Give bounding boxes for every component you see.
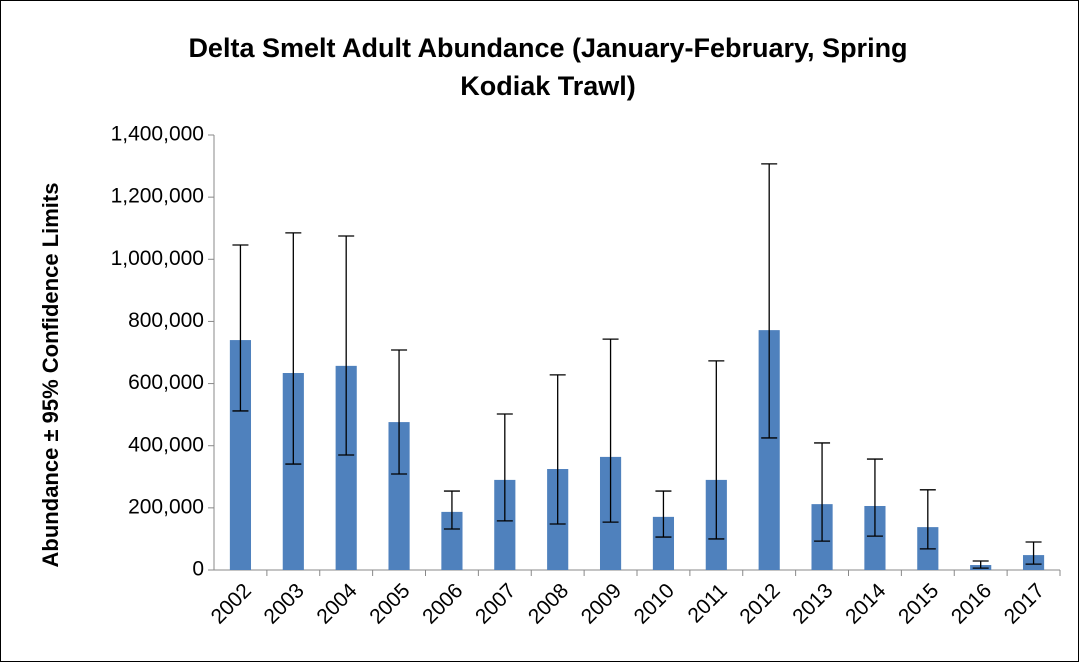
error-bar — [708, 360, 725, 540]
x-tick-label: 2005 — [365, 579, 414, 628]
x-tick-label: 2009 — [577, 579, 626, 628]
x-tick-label: 2015 — [894, 579, 943, 628]
error-bar — [338, 235, 355, 456]
y-tick-label: 0 — [192, 558, 204, 581]
y-tick-label: 400,000 — [128, 433, 204, 456]
error-bar — [1025, 541, 1042, 565]
error-bar — [443, 490, 460, 530]
bar — [335, 365, 357, 570]
x-tick-label: 2011 — [684, 579, 732, 627]
error-bar — [761, 163, 778, 439]
bar — [282, 373, 304, 570]
y-tick-label: 200,000 — [128, 495, 204, 518]
bar — [494, 479, 516, 570]
y-tick-label: 1,200,000 — [111, 185, 204, 208]
error-bar — [285, 232, 302, 465]
bar — [864, 505, 886, 570]
y-tick-label: 800,000 — [128, 309, 204, 332]
x-tick-label: 2002 — [207, 579, 256, 628]
bar — [652, 516, 675, 570]
y-tick-label: 1,000,000 — [111, 247, 204, 270]
x-tick-label: 2016 — [947, 579, 996, 628]
error-bar — [972, 560, 989, 569]
x-tick-label: 2003 — [259, 579, 308, 628]
error-bar — [496, 413, 513, 522]
error-bar — [919, 489, 936, 550]
x-tick-label: 2014 — [841, 579, 891, 629]
x-tick-label: 2007 — [471, 579, 520, 628]
chart-title: Delta Smelt Adult Abundance (January-Feb… — [188, 33, 907, 63]
error-bar — [232, 244, 249, 412]
error-bar — [655, 490, 672, 538]
x-tick-label: 2013 — [788, 579, 837, 628]
x-tick-label: 2008 — [524, 579, 573, 628]
error-bar — [391, 349, 408, 475]
bar — [388, 422, 410, 570]
error-bar — [549, 374, 566, 525]
x-tick-label: 2012 — [735, 579, 784, 628]
y-tick-label: 1,400,000 — [111, 123, 204, 146]
x-tick-label: 2006 — [418, 579, 467, 628]
x-tick-label: 2017 — [1000, 579, 1049, 628]
error-bar — [814, 442, 831, 542]
error-bar — [866, 458, 883, 537]
error-bar — [602, 338, 619, 523]
y-axis-label: Abundance ± 95% Confidence Limits — [38, 183, 63, 568]
x-tick-label: 2004 — [312, 579, 362, 629]
bar — [229, 340, 252, 570]
chart-title: Kodiak Trawl) — [460, 71, 636, 101]
x-tick-label: 2010 — [630, 579, 679, 628]
bar — [758, 330, 780, 570]
y-tick-label: 600,000 — [128, 371, 204, 394]
bar — [441, 511, 463, 570]
